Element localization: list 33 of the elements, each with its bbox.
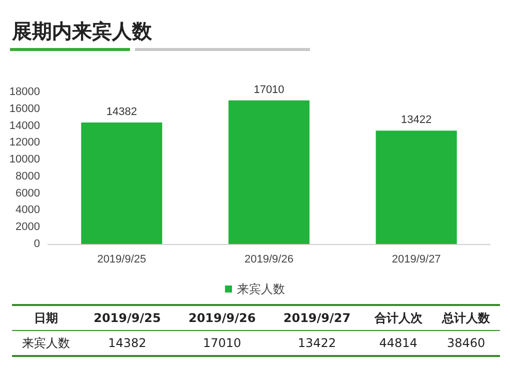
y-tick-label: 4000 xyxy=(16,204,40,216)
y-tick-label: 6000 xyxy=(16,187,40,200)
chart-title: 展期内来宾人数 xyxy=(12,18,152,45)
data-label: 14382 xyxy=(106,106,137,118)
data-label: 17010 xyxy=(254,84,284,96)
x-tick-label: 2019/9/27 xyxy=(392,254,441,266)
y-tick-label: 12000 xyxy=(9,136,40,149)
text: 13422 xyxy=(298,336,336,350)
x-tick-label: 2019/9/26 xyxy=(244,254,294,266)
text: 总计人数 xyxy=(432,305,500,330)
text: 38460 xyxy=(432,330,500,356)
y-tick-label: 16000 xyxy=(9,102,40,115)
category-label: 2019/9/27 xyxy=(283,311,351,325)
y-tick-label: 8000 xyxy=(16,170,40,182)
y-tick-label: 10000 xyxy=(9,154,40,166)
text: 日期 xyxy=(12,305,80,330)
text: 来宾人数 xyxy=(22,336,70,350)
y-tick-label: 2000 xyxy=(16,221,40,234)
bar xyxy=(376,130,457,244)
y-tick-label: 14000 xyxy=(9,120,40,132)
bar xyxy=(228,100,310,244)
x-tick-label: 2019/9/25 xyxy=(97,254,146,266)
data-label: 13422 xyxy=(401,114,432,126)
text: 合计人次 xyxy=(364,305,432,330)
text: 17010 xyxy=(203,336,242,350)
category-label: 2019/9/26 xyxy=(188,311,256,325)
text: 44814 xyxy=(364,330,432,356)
legend-label: 来宾人数 xyxy=(237,282,285,296)
y-tick-label: 18000 xyxy=(9,86,40,98)
y-tick-label: 0 xyxy=(34,238,40,250)
category-label: 2019/9/25 xyxy=(94,311,161,325)
text: 14382 xyxy=(108,336,146,350)
bar xyxy=(81,122,162,244)
